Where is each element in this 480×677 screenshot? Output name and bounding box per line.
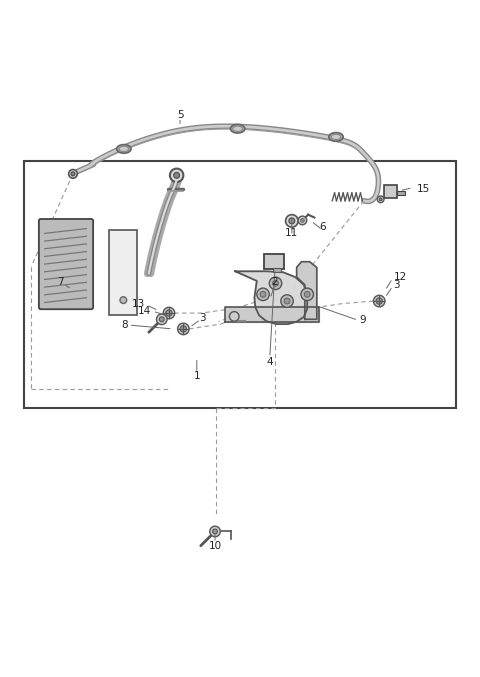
Text: 14: 14 — [138, 305, 151, 315]
Circle shape — [289, 218, 295, 224]
Bar — [264, 254, 284, 269]
Text: 13: 13 — [132, 299, 145, 309]
Text: 4: 4 — [266, 357, 273, 366]
Circle shape — [300, 219, 304, 222]
Text: 7: 7 — [57, 277, 63, 287]
Circle shape — [260, 292, 266, 297]
Text: 6: 6 — [319, 222, 326, 232]
Ellipse shape — [119, 146, 129, 152]
Circle shape — [301, 288, 313, 301]
Circle shape — [170, 169, 183, 182]
Text: 11: 11 — [285, 228, 299, 238]
Circle shape — [178, 323, 189, 334]
Text: 2: 2 — [271, 277, 278, 287]
Text: 3: 3 — [394, 280, 400, 290]
Circle shape — [159, 317, 164, 322]
Circle shape — [163, 307, 175, 319]
Circle shape — [269, 277, 282, 290]
Circle shape — [273, 280, 278, 286]
Circle shape — [166, 310, 172, 316]
Text: 1: 1 — [193, 371, 200, 381]
Ellipse shape — [329, 133, 343, 141]
Bar — [384, 185, 397, 198]
Circle shape — [213, 529, 217, 534]
Circle shape — [69, 169, 77, 178]
Circle shape — [284, 298, 290, 304]
Polygon shape — [297, 262, 317, 320]
Circle shape — [174, 173, 180, 178]
Polygon shape — [235, 271, 307, 324]
Ellipse shape — [233, 126, 242, 131]
Ellipse shape — [117, 145, 131, 153]
Circle shape — [286, 215, 298, 227]
Circle shape — [298, 216, 307, 225]
Text: 5: 5 — [177, 110, 183, 120]
Text: 9: 9 — [359, 315, 366, 325]
Bar — [273, 268, 281, 272]
Circle shape — [210, 526, 220, 537]
Circle shape — [304, 292, 310, 297]
Polygon shape — [225, 307, 319, 322]
Circle shape — [373, 295, 385, 307]
FancyBboxPatch shape — [39, 219, 93, 309]
Ellipse shape — [331, 134, 341, 139]
Circle shape — [379, 198, 382, 201]
Circle shape — [120, 297, 127, 303]
Circle shape — [180, 326, 187, 332]
Circle shape — [257, 288, 269, 301]
Text: 12: 12 — [394, 272, 407, 282]
Text: 15: 15 — [417, 183, 430, 194]
Bar — [397, 191, 405, 196]
Bar — [109, 230, 137, 315]
Text: 3: 3 — [199, 313, 206, 324]
Ellipse shape — [230, 125, 245, 133]
Text: 10: 10 — [208, 541, 222, 551]
Text: 8: 8 — [121, 320, 128, 330]
Circle shape — [377, 196, 384, 202]
Circle shape — [156, 314, 167, 324]
Circle shape — [71, 172, 75, 176]
Circle shape — [376, 298, 383, 304]
Circle shape — [229, 311, 239, 321]
Bar — [24, 161, 456, 408]
Circle shape — [281, 294, 293, 307]
